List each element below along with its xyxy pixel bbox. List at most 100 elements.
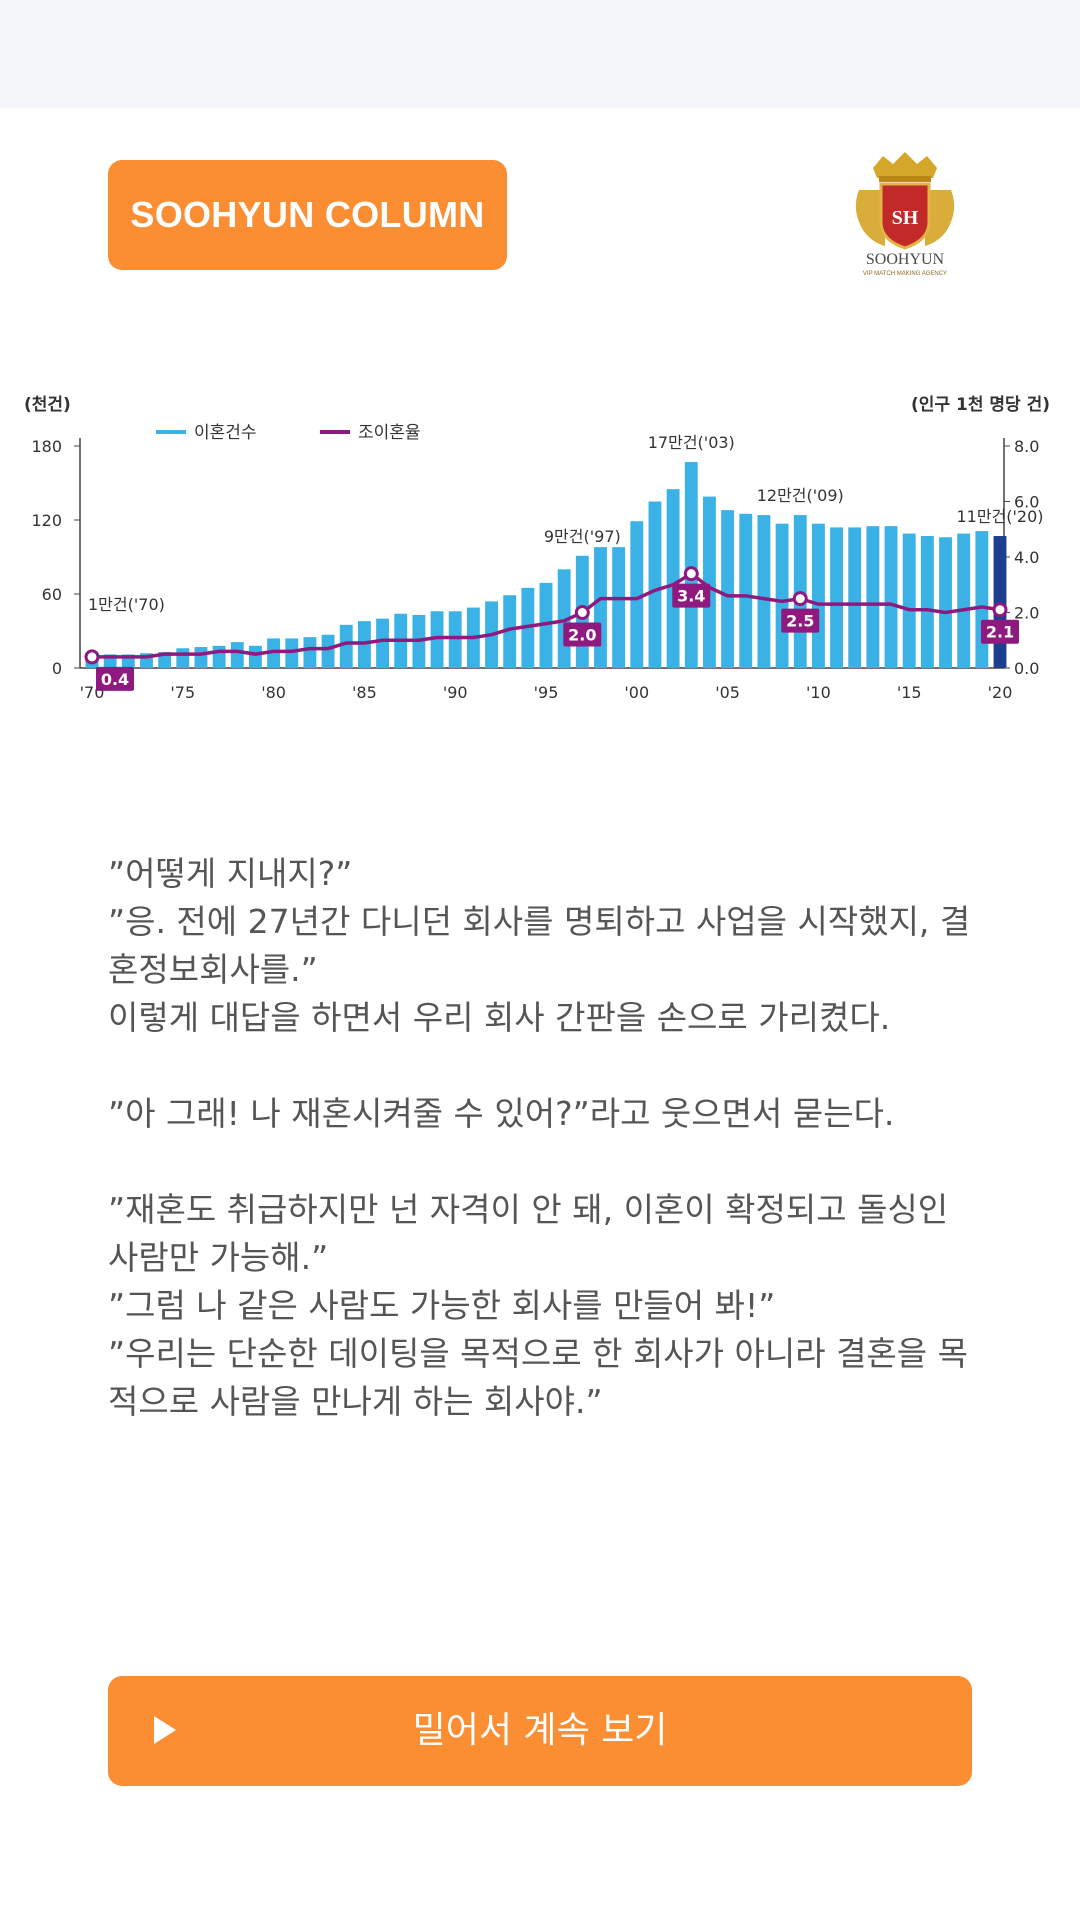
- bar: [902, 533, 916, 668]
- bar: [194, 647, 208, 668]
- bar: [848, 527, 862, 668]
- x-tick-label: '90: [443, 683, 468, 702]
- x-tick-label: '95: [534, 683, 559, 702]
- bar: [957, 533, 971, 668]
- article-paragraph: ”그럼 나 같은 사람도 가능한 회사를 만들어 봐!”: [108, 1286, 776, 1325]
- svg-text:SOOHYUN: SOOHYUN: [866, 251, 945, 268]
- bar: [830, 527, 843, 668]
- rate-marker: [992, 602, 1008, 618]
- divorce-chart: (천건) (인구 1천 명당 건) 이혼건수 조이혼율 0 60 120 180 0.0 2.0 4…: [24, 395, 1050, 702]
- bar: [648, 501, 662, 668]
- bar: [739, 513, 753, 668]
- x-tick-label: '05: [715, 683, 740, 702]
- bar: [612, 547, 626, 668]
- bar: [176, 648, 190, 668]
- bar: [285, 638, 299, 668]
- article-paragraph: ”응. 전에 27년간 다니던 회사를 명퇴하고 사업을 시작했지, 결혼정보회…: [108, 902, 971, 989]
- bar: [920, 536, 934, 668]
- rate-label-box: [96, 666, 134, 691]
- right-tick-label: 2.0: [1014, 604, 1039, 623]
- play-icon: [154, 1716, 176, 1744]
- bar: [703, 496, 716, 668]
- article-paragraph: ”재혼도 취급하지만 넌 자격이 안 돼, 이혼이 확정되고 돌싱인 사람만 가…: [108, 1190, 949, 1277]
- rate-line: [92, 571, 1001, 659]
- bar: [376, 618, 389, 668]
- crest-icon: SH SOOHYUN VIP MATCH MAKING AGENCY: [855, 152, 955, 277]
- x-tick-label: '80: [261, 683, 286, 702]
- bar: [267, 638, 281, 668]
- bar: [666, 489, 680, 668]
- bar: [993, 536, 1007, 668]
- right-tick-label: 4.0: [1014, 548, 1039, 567]
- x-tick-label: '20: [988, 683, 1013, 702]
- right-tick-label: 8.0: [1014, 437, 1039, 456]
- rate-label-box: [563, 622, 602, 647]
- bar: [539, 582, 553, 668]
- bar-annotation: 12만건('09): [757, 486, 844, 505]
- bar: [503, 595, 517, 668]
- article-paragraph: ”우리는 단순한 데이팅을 목적으로 한 회사가 아니라 결혼을 목적으로 사람…: [108, 1334, 969, 1421]
- bar: [975, 531, 989, 668]
- swipe-continue-button[interactable]: 밀어서 계속 보기: [108, 1676, 972, 1786]
- rate-label-box: [981, 619, 1019, 644]
- x-tick-label: '75: [170, 683, 195, 702]
- right-tick-label: 0.0: [1014, 659, 1039, 678]
- bar: [594, 547, 607, 668]
- rate-label-box: [672, 583, 711, 608]
- right-axis-unit: (인구 1천 명당 건): [911, 395, 1050, 415]
- bar: [684, 462, 698, 668]
- bar: [249, 645, 262, 668]
- rate-label: 3.4: [677, 587, 705, 606]
- bar: [339, 624, 353, 668]
- bar-annotation: 9만건('97): [544, 527, 621, 546]
- bar: [775, 523, 789, 668]
- column-badge: SOOHYUN COLUMN: [108, 160, 507, 270]
- bar: [757, 515, 771, 668]
- bar: [630, 521, 644, 668]
- article-body: ”어떻게 지내지?” ”응. 전에 27년간 다니던 회사를 명퇴하고 사업을 시…: [108, 850, 988, 1426]
- x-tick-label: '85: [352, 683, 377, 702]
- paragraph-gap: [108, 1138, 988, 1186]
- paragraph-gap: [108, 1042, 988, 1090]
- rate-marker: [683, 566, 699, 582]
- article-paragraph: ”아 그래! 나 재혼시켜줄 수 있어?”라고 웃으면서 묻는다.: [108, 1094, 895, 1133]
- bar: [866, 526, 880, 668]
- rate-label: 2.0: [568, 626, 596, 645]
- left-tick-label: 180: [31, 437, 62, 456]
- bar: [811, 523, 825, 668]
- bar: [448, 611, 462, 668]
- svg-text:VIP MATCH MAKING AGENCY: VIP MATCH MAKING AGENCY: [863, 271, 947, 277]
- rate-label: 2.5: [786, 612, 814, 631]
- top-status-band: [0, 0, 1080, 108]
- bar: [430, 611, 444, 668]
- soohyun-logo: SH SOOHYUN VIP MATCH MAKING AGENCY: [845, 150, 965, 280]
- swipe-continue-label: 밀어서 계속 보기: [412, 1710, 668, 1751]
- left-tick-label: 0: [52, 659, 62, 678]
- rate-label-box: [781, 608, 820, 633]
- rate-marker: [84, 649, 100, 665]
- bar: [884, 526, 898, 668]
- bar: [939, 537, 952, 668]
- right-tick-label: 6.0: [1014, 493, 1039, 512]
- bar: [230, 642, 244, 668]
- left-axis-unit: (천건): [24, 395, 71, 415]
- bar: [321, 634, 335, 668]
- article-paragraph: ”어떻게 지내지?”: [108, 854, 353, 893]
- x-tick-label: '15: [897, 683, 922, 702]
- svg-text:SH: SH: [892, 207, 919, 229]
- rate-marker: [792, 591, 808, 607]
- bar-annotation: 17만건('03): [648, 433, 735, 452]
- bar-annotation: 1만건('70): [88, 595, 165, 614]
- legend-item: 이혼건수: [194, 423, 257, 443]
- left-tick-label: 120: [31, 511, 62, 530]
- rate-label: 2.1: [986, 623, 1014, 642]
- bar: [303, 637, 317, 668]
- bar: [212, 645, 226, 668]
- x-tick-label: '10: [806, 683, 831, 702]
- left-tick-label: 60: [42, 585, 62, 604]
- bar: [721, 510, 735, 668]
- bar-annotation: 11만건('20): [956, 507, 1043, 526]
- x-tick-label: '00: [624, 683, 649, 702]
- legend-item: 조이혼율: [358, 423, 421, 443]
- rate-label: 0.4: [101, 670, 129, 689]
